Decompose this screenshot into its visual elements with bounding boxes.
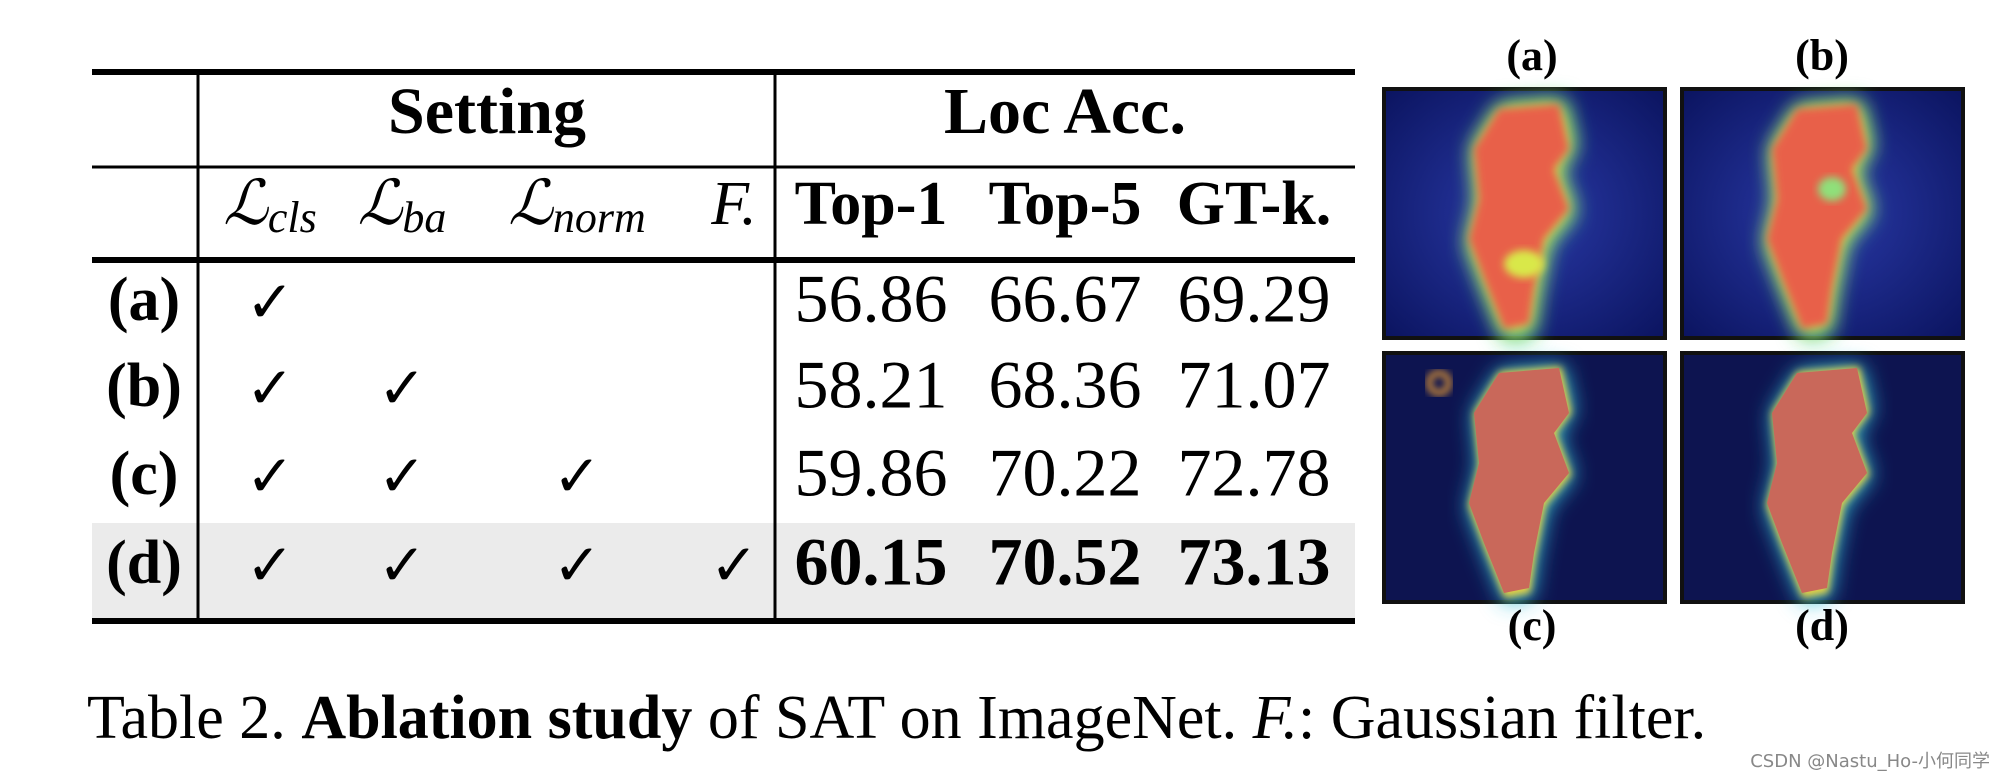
- table: Setting Loc Acc.ℒcls ℒba ℒnorm F. Top-1 Top-5 G…: [92, 69, 1355, 624]
- column-symbol: ℒ: [508, 170, 554, 238]
- group-header: Setting: [388, 75, 586, 148]
- row-label: (a): [108, 266, 180, 334]
- caption-italic: F.: [1252, 684, 1298, 752]
- value: 72.78: [1178, 435, 1331, 511]
- value: 56.86: [795, 261, 948, 337]
- value: 69.29: [1178, 261, 1331, 337]
- caption-text: of SAT on ImageNet.: [692, 684, 1252, 752]
- caption-bold: Ablation study: [301, 684, 692, 752]
- check: ✓: [553, 531, 602, 599]
- value: 73.13: [1178, 524, 1331, 600]
- check: ✓: [246, 268, 295, 336]
- caption: Table 2. Ablation study of SAT on ImageN…: [87, 684, 1706, 752]
- figure: (a) (b) (c) (d): [1382, 31, 1965, 650]
- column-header: ℒcls: [223, 170, 317, 242]
- column-header: ℒnorm: [508, 170, 646, 242]
- row-shade: [92, 523, 1355, 618]
- value: 68.36: [989, 347, 1142, 423]
- caption-label: Table 2.: [87, 684, 286, 752]
- check: ✓: [553, 442, 602, 510]
- column-subscript: ba: [402, 193, 446, 242]
- column-symbol: Top-1: [795, 170, 948, 238]
- panel-label: (b): [1795, 31, 1849, 80]
- value: 71.07: [1178, 347, 1331, 423]
- check: ✓: [710, 531, 759, 599]
- value: 60.15: [795, 524, 948, 600]
- check: ✓: [246, 531, 295, 599]
- caption-text: : Gaussian filter.: [1298, 684, 1706, 752]
- row-label: (c): [110, 440, 179, 508]
- column-header: ℒba: [358, 170, 447, 242]
- value: 66.67: [989, 261, 1142, 337]
- heatmap: [1382, 351, 1667, 604]
- panel-label: (c): [1508, 601, 1557, 650]
- row-label: (b): [106, 352, 182, 420]
- panel-label: (a): [1506, 31, 1557, 80]
- group-header: Loc Acc.: [944, 75, 1186, 148]
- column-subscript: norm: [553, 193, 646, 242]
- column-subscript: cls: [268, 193, 317, 242]
- check: ✓: [378, 442, 427, 510]
- column-header: Top-1: [795, 170, 948, 238]
- value: 59.86: [795, 435, 948, 511]
- column-symbol: Top-5: [989, 170, 1142, 238]
- heatmap: [1680, 87, 1965, 340]
- value: 58.21: [795, 347, 948, 423]
- check: ✓: [246, 354, 295, 422]
- column-symbol: GT-k.: [1177, 170, 1332, 238]
- column-header: Top-5: [989, 170, 1142, 238]
- row-label: (d): [106, 529, 182, 597]
- check: ✓: [378, 531, 427, 599]
- check: ✓: [378, 354, 427, 422]
- panel-label: (d): [1795, 601, 1849, 650]
- heatmap: [1680, 351, 1965, 604]
- watermark: CSDN @Nastu_Ho-小何同学: [1750, 751, 1990, 772]
- column-symbol: ℒ: [358, 170, 404, 238]
- column-symbol: ℒ: [223, 170, 269, 238]
- check: ✓: [246, 442, 295, 510]
- value: 70.22: [989, 435, 1142, 511]
- value: 70.52: [989, 524, 1142, 600]
- heatmap: [1382, 87, 1667, 343]
- column-header: F.: [710, 170, 756, 238]
- column-symbol: F.: [710, 170, 756, 238]
- column-header: GT-k.: [1177, 170, 1332, 238]
